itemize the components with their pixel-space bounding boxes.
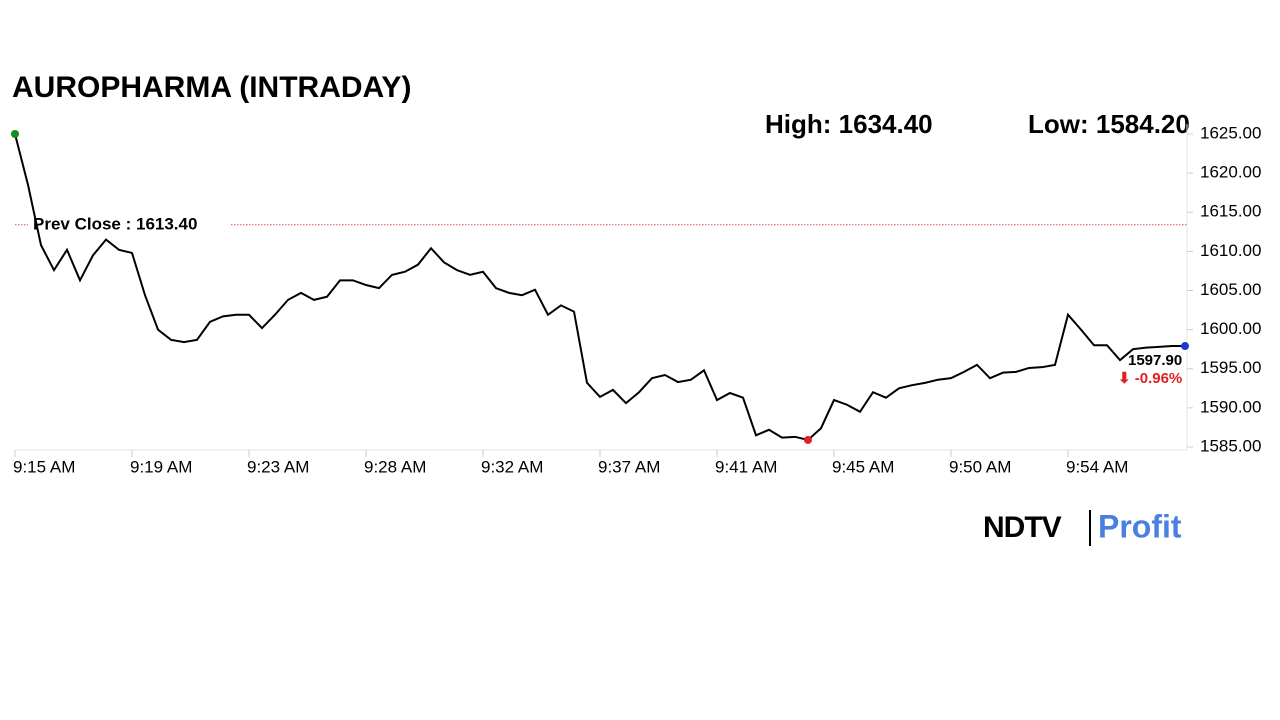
y-tick-label: 1605.00 bbox=[1200, 280, 1261, 299]
price-line bbox=[14, 133, 1185, 442]
x-tick-label: 9:19 AM bbox=[130, 457, 192, 476]
change-label: ⬇ -0.96% bbox=[1118, 370, 1182, 387]
y-tick-label: 1610.00 bbox=[1200, 241, 1261, 260]
y-tick-label: 1590.00 bbox=[1200, 397, 1261, 416]
y-tick-label: 1600.00 bbox=[1200, 319, 1261, 338]
x-tick-label: 9:32 AM bbox=[481, 457, 543, 476]
y-tick-label: 1615.00 bbox=[1200, 202, 1261, 221]
x-tick-label: 9:50 AM bbox=[949, 457, 1011, 476]
low-dot bbox=[804, 435, 812, 444]
x-tick-label: 9:41 AM bbox=[715, 457, 777, 476]
logo-profit: Profit bbox=[1098, 508, 1182, 544]
x-tick-label: 9:45 AM bbox=[832, 457, 894, 476]
y-tick-label: 1585.00 bbox=[1200, 436, 1261, 455]
y-tick-label: 1595.00 bbox=[1200, 358, 1261, 377]
y-tick-label: 1620.00 bbox=[1200, 163, 1261, 182]
prev-close-label: Prev Close : 1613.40 bbox=[33, 214, 197, 233]
x-tick-label: 9:15 AM bbox=[13, 457, 75, 476]
high-label: High: 1634.40 bbox=[765, 109, 933, 139]
x-tick-label: 9:23 AM bbox=[247, 457, 309, 476]
last-dot bbox=[1181, 342, 1189, 351]
start-dot bbox=[11, 130, 19, 138]
x-tick-label: 9:54 AM bbox=[1066, 457, 1128, 476]
low-label: Low: 1584.20 bbox=[1028, 109, 1190, 139]
y-tick-label: 1625.00 bbox=[1200, 123, 1261, 142]
x-tick-label: 9:37 AM bbox=[598, 457, 660, 476]
last-price-label: 1597.90 bbox=[1128, 352, 1182, 369]
prev-close-bg bbox=[28, 213, 230, 236]
chart-title: AUROPHARMA (INTRADAY) bbox=[12, 71, 411, 104]
x-tick-label: 9:28 AM bbox=[364, 457, 426, 476]
logo-ndtv: NDTV bbox=[983, 511, 1062, 544]
